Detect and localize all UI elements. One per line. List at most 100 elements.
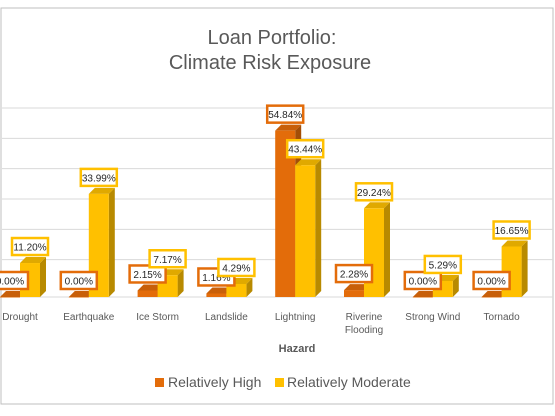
legend-swatch-relatively-high <box>155 378 164 387</box>
data-label-text: 29.24% <box>357 188 391 199</box>
data-label-box <box>285 138 325 159</box>
bar-top <box>68 291 95 297</box>
data-label-relatively-high-strong-wind: 0.00% <box>403 270 443 291</box>
data-labels: 0.00% 11.20% 0.00% 33.99% 2.15% 7.17% 1.16%4.2… <box>0 104 531 291</box>
bar-front <box>226 283 247 297</box>
bar-side <box>40 257 46 297</box>
bar-side <box>452 274 459 297</box>
data-label-text: 11.20% <box>13 243 46 254</box>
data-label-box <box>0 270 30 291</box>
data-label-text: 16.65% <box>495 226 529 237</box>
x-tick-label-lightning: Lightning <box>275 312 316 323</box>
data-label-box <box>354 182 394 202</box>
data-label-relatively-moderate-drought: 11.20% <box>10 236 50 257</box>
bar-top <box>344 284 370 291</box>
bar-side <box>384 202 390 297</box>
bar-front <box>364 208 384 297</box>
data-label-text: 33.99% <box>82 173 116 184</box>
data-label-box <box>423 254 463 275</box>
data-label-box <box>403 270 443 291</box>
data-label-box <box>79 167 119 188</box>
chart-title-line-1: Loan Portfolio: <box>208 27 337 49</box>
bar-top <box>206 287 233 294</box>
legend-label-relatively-moderate: Relatively Moderate <box>287 374 411 390</box>
data-label-relatively-high-lightning: 54.84% <box>265 104 305 124</box>
x-axis-title: Hazard <box>279 343 316 355</box>
data-label-relatively-high-riverine: 2.28% <box>334 263 374 284</box>
data-label-relatively-moderate-earthquake: 33.99% <box>79 167 119 188</box>
bar-relatively-high-drought <box>0 291 26 298</box>
data-label-text: 5.29% <box>429 260 457 271</box>
bar-side <box>177 269 184 297</box>
data-label-text: 43.44% <box>288 145 322 156</box>
data-label-box <box>492 220 531 240</box>
data-label-relatively-moderate-lightning: 43.44% <box>285 138 325 159</box>
data-label-text: 0.00% <box>409 277 437 288</box>
bar-front <box>344 290 364 297</box>
bar-front <box>0 297 20 298</box>
bar-top <box>501 240 528 247</box>
bar-side <box>246 277 253 297</box>
data-label-relatively-high-earthquake: 0.00% <box>59 270 99 291</box>
data-label-relatively-moderate-ice-storm: 7.17% <box>148 249 187 269</box>
bar-top <box>0 291 26 297</box>
data-label-box <box>265 104 305 124</box>
chart-title-line-2: Climate Risk Exposure <box>169 52 371 74</box>
data-label-text: 54.84% <box>268 110 302 121</box>
bar-front <box>137 290 158 297</box>
legend-label-relatively-high: Relatively High <box>168 374 261 390</box>
data-label-text: 1.16% <box>202 273 230 284</box>
data-label-text: 0.00% <box>0 277 24 288</box>
bar-front <box>206 293 227 297</box>
x-tick-label-strong-wind: Strong Wind <box>405 312 460 323</box>
x-tick-label-landslide: Landslide <box>205 312 248 323</box>
x-tick-label-riverine: Riverine <box>346 312 383 323</box>
x-axis-tick-labels: Drought Earthquake Ice Storm Landslide Light… <box>2 312 520 336</box>
bar-front <box>481 297 502 298</box>
data-label-box <box>217 257 256 278</box>
bar-top <box>412 291 439 297</box>
data-label-text: 2.15% <box>133 270 161 281</box>
data-label-relatively-high-ice-storm: 2.15% <box>128 264 167 284</box>
x-tick-label-riverine-line-2: Flooding <box>345 325 383 336</box>
data-label-text: 7.17% <box>153 255 181 266</box>
bar-relatively-high-strong-wind <box>412 291 439 298</box>
bar-top <box>20 257 46 264</box>
data-label-relatively-moderate-landslide: 4.29% <box>217 257 256 278</box>
bar-side <box>108 187 115 297</box>
bar-top <box>137 284 164 291</box>
bar-front <box>275 130 296 297</box>
data-label-relatively-moderate-tornado: 16.65% <box>492 220 531 240</box>
data-label-box <box>334 263 374 284</box>
x-tick-label-drought: Drought <box>2 312 38 323</box>
bar-top <box>275 124 302 131</box>
data-label-box <box>472 270 511 291</box>
bar-side <box>315 159 322 297</box>
data-label-box <box>148 249 187 269</box>
bar-front <box>295 165 316 297</box>
bars <box>0 124 528 298</box>
data-label-text: 4.29% <box>222 263 250 274</box>
data-label-box <box>128 264 167 284</box>
bar-relatively-high-tornado <box>481 291 508 298</box>
data-label-relatively-high-tornado: 0.00% <box>472 270 511 291</box>
bar-relatively-high-earthquake <box>68 291 95 298</box>
x-tick-label-tornado: Tornado <box>484 312 521 323</box>
data-label-text: 0.00% <box>65 277 93 288</box>
bar-side <box>521 240 528 297</box>
bar-top <box>88 187 115 194</box>
data-label-text: 0.00% <box>477 277 505 288</box>
bar-front <box>412 297 433 298</box>
data-label-relatively-moderate-riverine: 29.24% <box>354 182 394 202</box>
x-tick-label-ice-storm: Ice Storm <box>136 312 179 323</box>
data-label-box <box>59 270 99 291</box>
bar-relatively-moderate-lightning <box>295 159 322 297</box>
x-tick-label-earthquake: Earthquake <box>63 312 115 323</box>
data-label-text: 2.28% <box>340 270 368 281</box>
data-label-relatively-moderate-strong-wind: 5.29% <box>423 254 463 275</box>
bar-top <box>364 202 390 209</box>
bar-front <box>68 297 89 298</box>
data-label-relatively-high-drought: 0.00% <box>0 270 30 291</box>
bar-top <box>295 159 322 166</box>
